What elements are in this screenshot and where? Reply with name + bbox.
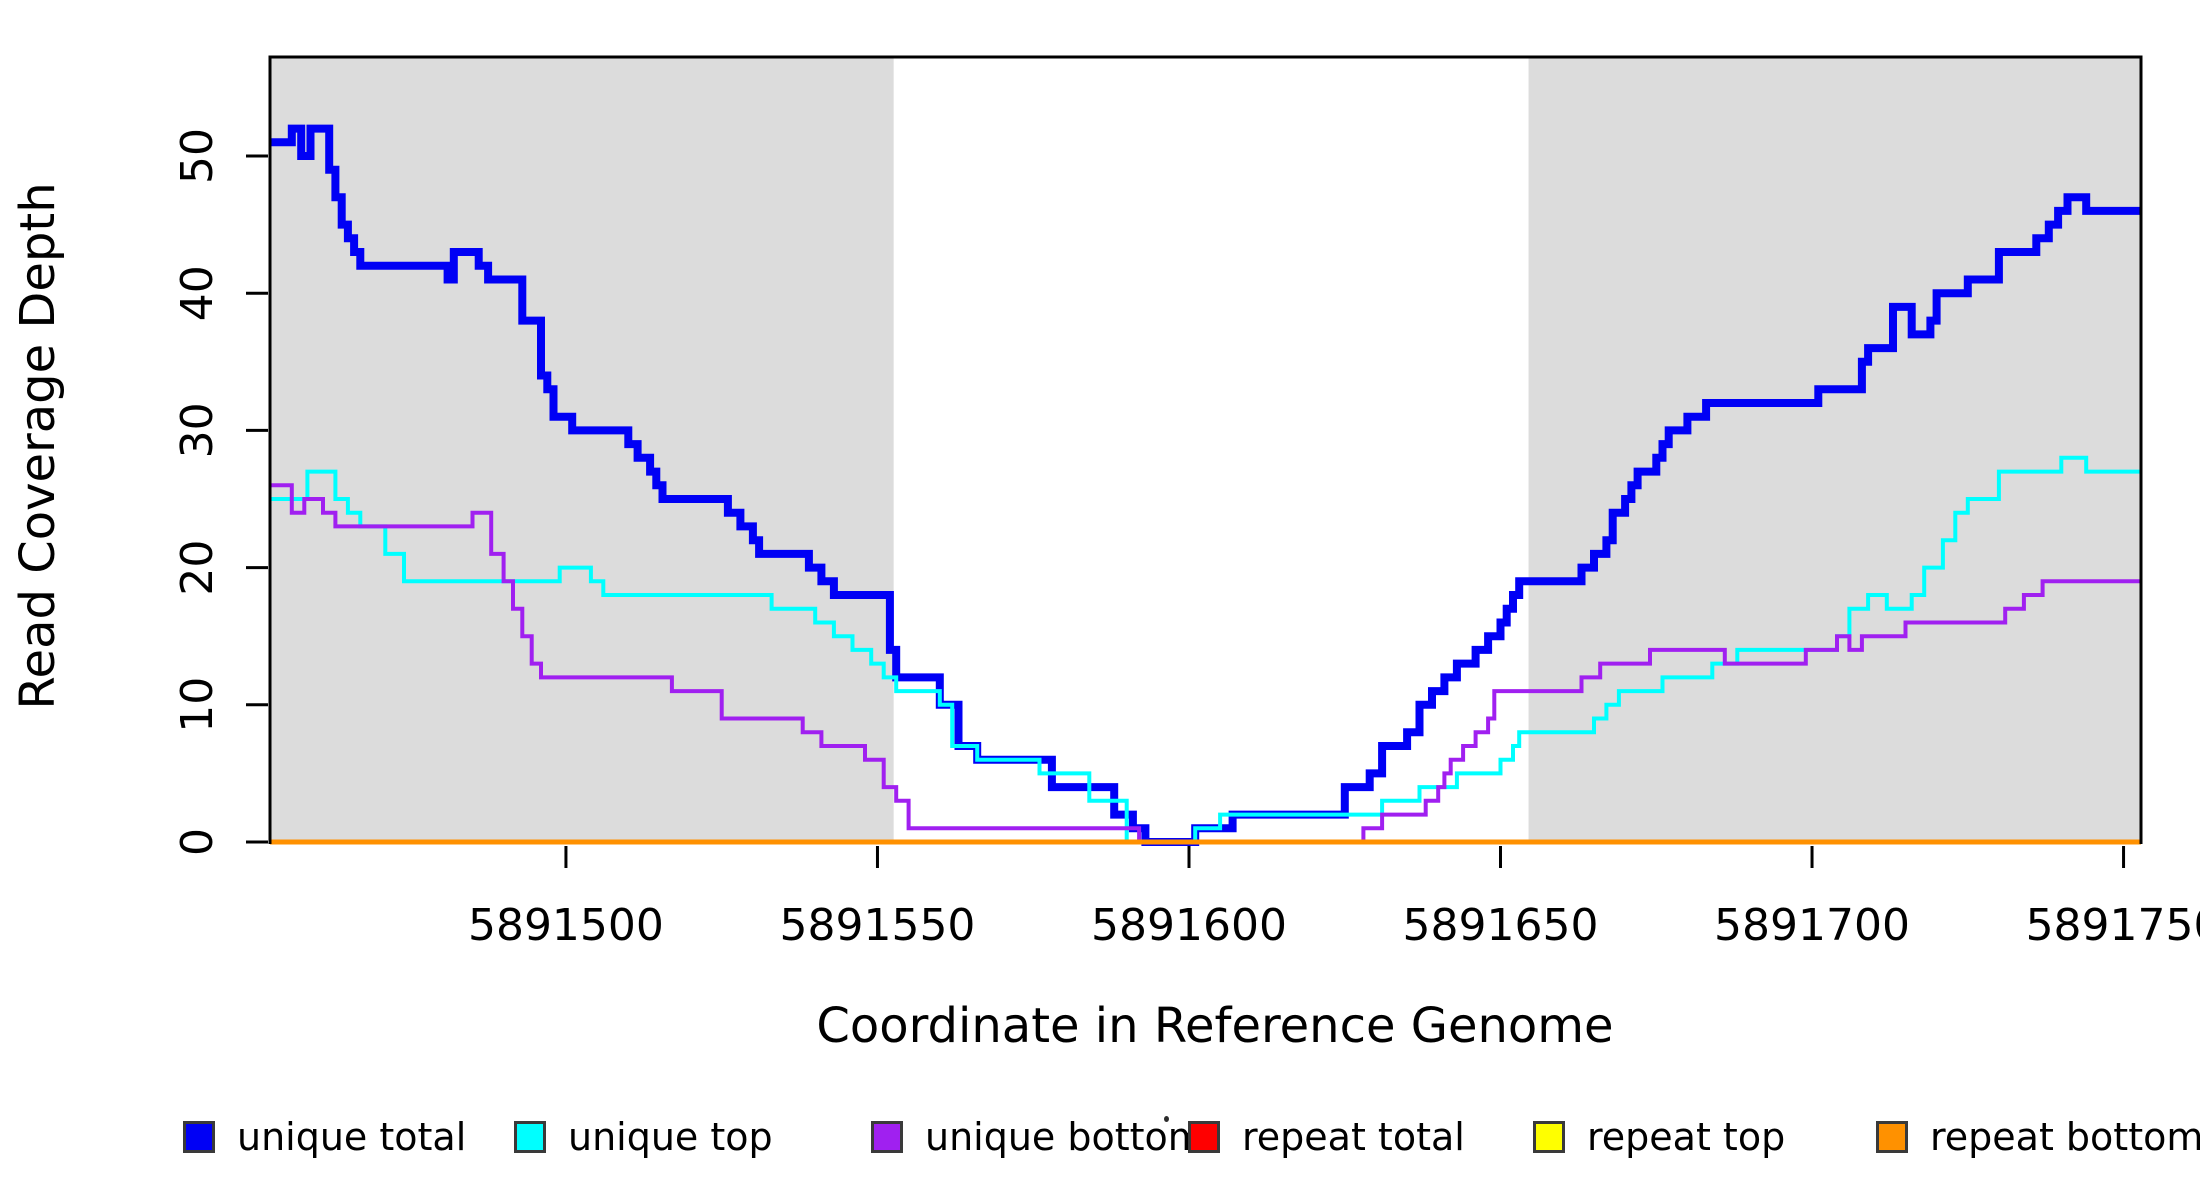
shaded-region-left-repeat-flank: [270, 57, 894, 844]
legend-item-unique-total: unique total: [183, 1115, 466, 1159]
y-tick-label: 0: [172, 828, 223, 856]
legend-swatch-unique-total: [183, 1121, 215, 1153]
y-tick-label: 40: [172, 265, 223, 321]
legend-label: repeat top: [1587, 1115, 1786, 1159]
legend-swatch-repeat-bottom: [1876, 1121, 1908, 1153]
legend-item-unique-top: unique top: [514, 1115, 773, 1159]
legend-label: repeat total: [1242, 1115, 1465, 1159]
x-tick-label: 5891700: [1714, 900, 1910, 951]
legend-label: unique top: [568, 1115, 773, 1159]
legend-label: repeat bottom: [1930, 1115, 2200, 1159]
legend-swatch-unique-top: [514, 1121, 546, 1153]
legend-swatch-repeat-top: [1533, 1121, 1565, 1153]
plot-border: [268, 55, 2143, 844]
legend-swatch-repeat-total: [1188, 1121, 1220, 1153]
legend-label: unique total: [237, 1115, 467, 1159]
legend-item-repeat-total: repeat total: [1188, 1115, 1465, 1159]
x-tick-label: 5891500: [468, 900, 664, 951]
y-tick-label: 50: [172, 128, 223, 184]
y-tick-label: 30: [172, 402, 223, 458]
x-axis-title: Coordinate in Reference Genome: [816, 998, 1614, 1054]
legend-item-repeat-bottom: repeat bottom: [1876, 1115, 2200, 1159]
legend-item-unique-bottom: unique bottom: [871, 1115, 1205, 1159]
stray-mark-dot: [1164, 1116, 1169, 1122]
legend-swatch-unique-bottom: [871, 1121, 903, 1153]
shaded-region-right-repeat-flank: [1528, 57, 2141, 844]
x-tick-label: 5891550: [779, 900, 975, 951]
series-line-unique-bottom: [270, 483, 2141, 844]
legend-label: unique bottom: [925, 1115, 1205, 1159]
y-tick-label: 10: [172, 677, 223, 733]
x-tick-label: 5891600: [1091, 900, 1287, 951]
y-tick-label: 20: [172, 540, 223, 596]
legend-item-repeat-top: repeat top: [1533, 1115, 1785, 1159]
x-tick-label: 5891650: [1403, 900, 1599, 951]
y-axis-title: Read Coverage Depth: [10, 182, 66, 710]
